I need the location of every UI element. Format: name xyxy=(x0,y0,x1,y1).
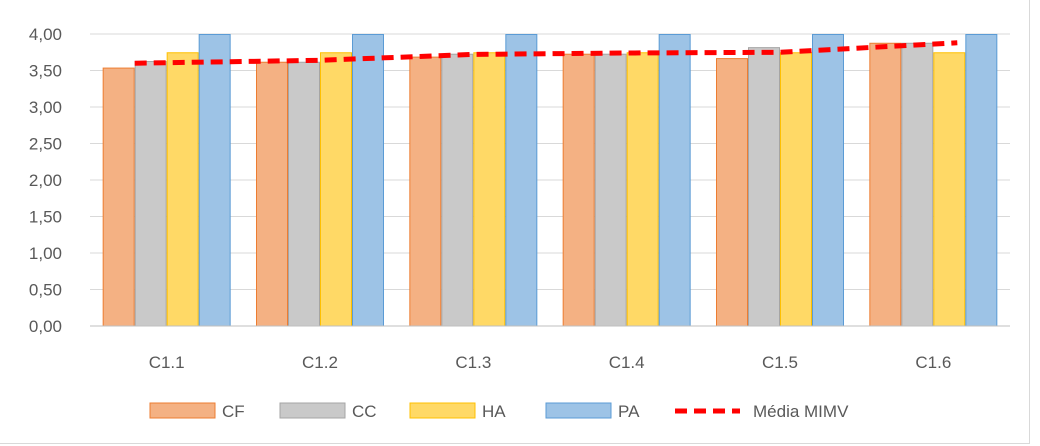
x-tick-label: C1.2 xyxy=(302,353,338,372)
x-tick-label: C1.6 xyxy=(915,353,951,372)
bars xyxy=(102,34,998,327)
bar-pa-c1.4 xyxy=(658,34,691,327)
y-tick-label: 2,50 xyxy=(29,135,62,154)
bar-ha-c1.6 xyxy=(933,52,966,327)
x-tick-label: C1.1 xyxy=(149,353,185,372)
legend-swatch-ha xyxy=(409,402,476,419)
bar-pa-c1.1 xyxy=(198,34,231,327)
bar-ha-c1.2 xyxy=(320,52,352,327)
bar-pa-c1.2 xyxy=(352,34,384,327)
bar-pa-c1.3 xyxy=(505,34,538,327)
legend: CF CC HA PA Média MIMV xyxy=(149,402,849,421)
bar-cf-c1.3 xyxy=(409,56,442,327)
y-tick-label: 3,50 xyxy=(29,62,62,81)
y-tick-label: 1,00 xyxy=(29,244,62,263)
bar-cc-c1.4 xyxy=(594,53,627,327)
x-axis-tick-labels: C1.1 C1.2 C1.3 C1.4 C1.5 C1.6 xyxy=(149,353,952,372)
bar-cc-c1.2 xyxy=(288,61,320,327)
line-media-mimv xyxy=(134,40,958,66)
bar-cf-c1.5 xyxy=(716,58,748,327)
y-tick-label: 0,50 xyxy=(29,281,62,300)
y-tick-label: 4,00 xyxy=(29,25,62,44)
bar-cf-c1.6 xyxy=(869,42,902,327)
bar-pa-c1.5 xyxy=(812,34,844,327)
legend-swatch-pa xyxy=(545,402,612,419)
y-tick-label: 1,50 xyxy=(29,208,62,227)
bar-ha-c1.1 xyxy=(166,52,199,327)
average-line xyxy=(134,40,958,66)
bar-cf-c1.1 xyxy=(102,67,135,327)
x-tick-label: C1.4 xyxy=(609,353,645,372)
bar-cf-c1.4 xyxy=(562,53,595,327)
legend-label-ha: HA xyxy=(482,402,506,421)
bar-ha-c1.4 xyxy=(626,52,659,327)
y-axis-tick-labels: 0,00 0,50 1,00 1,50 2,00 2,50 3,00 3,50 4,00 xyxy=(29,25,62,336)
bar-ha-c1.3 xyxy=(473,52,506,327)
bar-cc-c1.3 xyxy=(441,53,474,327)
y-tick-label: 0,00 xyxy=(29,317,62,336)
y-tick-label: 2,00 xyxy=(29,171,62,190)
legend-swatch-cf xyxy=(149,402,216,419)
legend-label-cf: CF xyxy=(222,402,245,421)
bar-cc-c1.6 xyxy=(901,42,934,327)
y-tick-label: 3,00 xyxy=(29,98,62,117)
legend-label-cc: CC xyxy=(352,402,377,421)
gridlines xyxy=(90,33,1010,290)
x-tick-label: C1.3 xyxy=(455,353,491,372)
legend-label-media-mimv: Média MIMV xyxy=(753,402,849,421)
bar-cc-c1.1 xyxy=(134,61,167,327)
legend-label-pa: PA xyxy=(618,402,640,421)
bar-ha-c1.5 xyxy=(780,52,812,327)
bar-cc-c1.5 xyxy=(748,47,780,327)
bar-cf-c1.2 xyxy=(256,61,288,327)
x-tick-label: C1.5 xyxy=(762,353,798,372)
bar-pa-c1.6 xyxy=(965,34,998,327)
legend-swatch-cc xyxy=(279,402,346,419)
